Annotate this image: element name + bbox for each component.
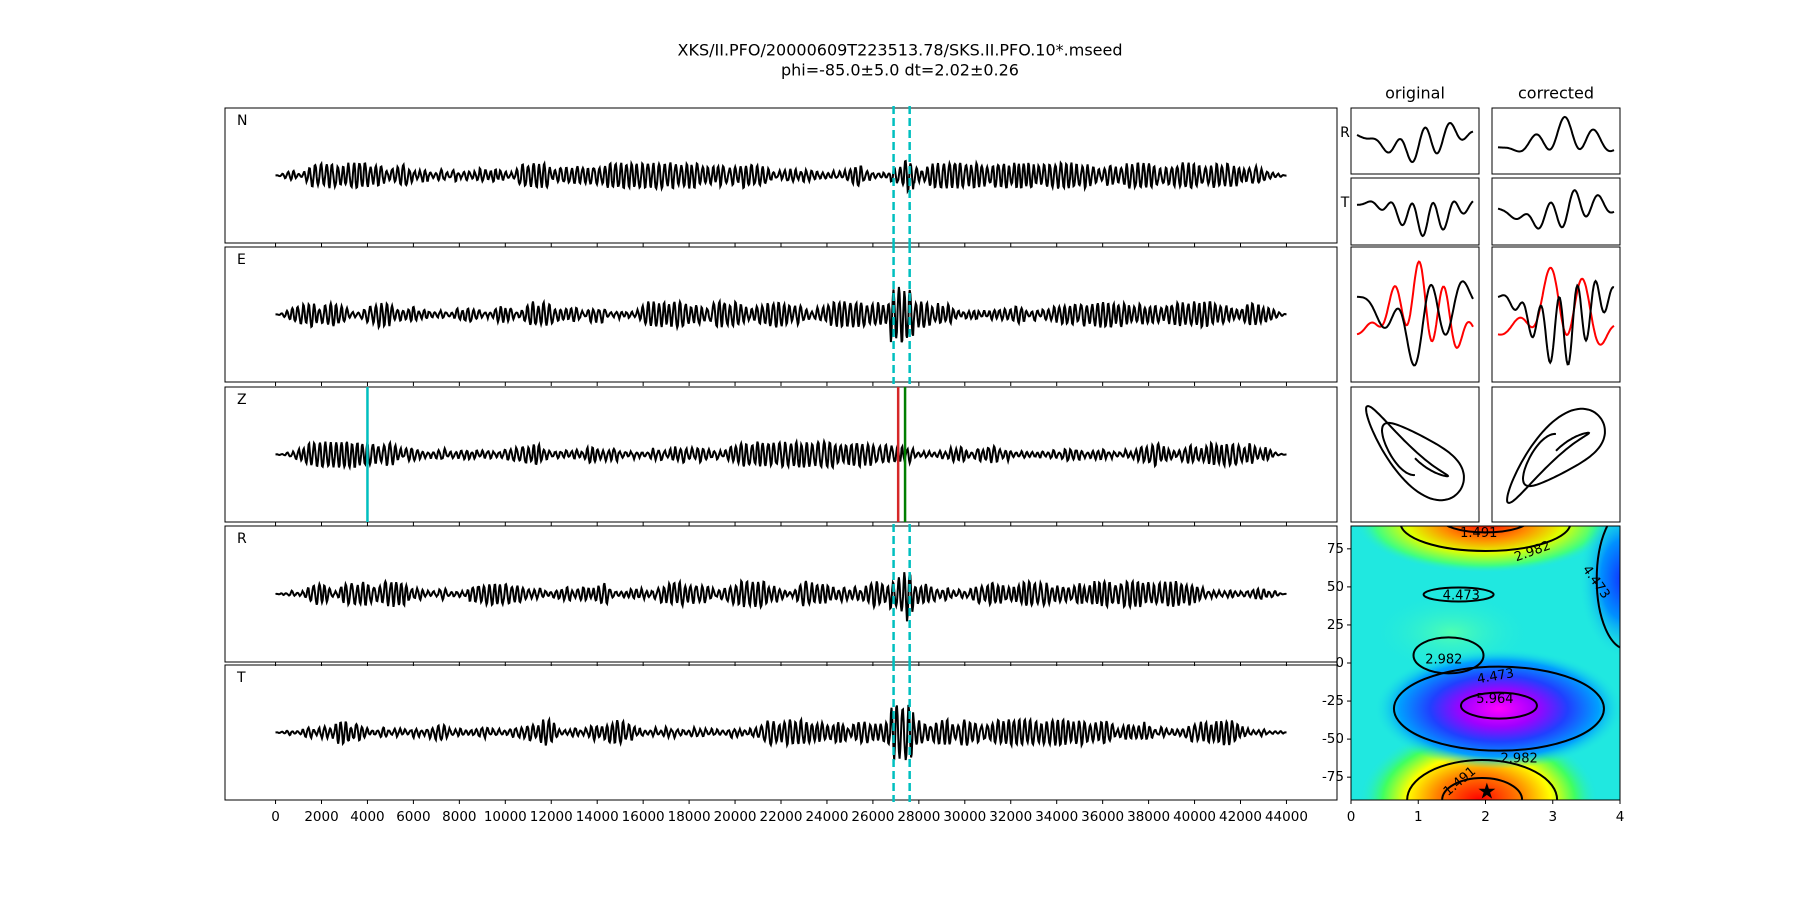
x-tick-label: 14000 <box>576 809 619 825</box>
contour-label: 1.491 <box>1460 526 1497 541</box>
x-tick-label: 40000 <box>1173 809 1216 825</box>
x-tick-label: 10000 <box>484 809 527 825</box>
particle-frame <box>1491 246 1621 383</box>
particle-frame <box>1350 177 1480 246</box>
contour-fill <box>1578 526 1620 660</box>
x-tick-label: 4000 <box>350 809 384 825</box>
panel-label: T <box>236 670 246 686</box>
x-tick-label: 22000 <box>760 809 803 825</box>
x-tick-label: 24000 <box>805 809 848 825</box>
trace <box>1356 280 1474 367</box>
x-tick-label: 38000 <box>1127 809 1170 825</box>
contour-line <box>1406 759 1559 800</box>
contour-label: 2.982 <box>1425 652 1462 667</box>
trace <box>1497 115 1615 153</box>
contour-line <box>1459 691 1538 720</box>
panel-label: N <box>237 113 247 129</box>
particle-frame <box>1491 177 1621 246</box>
contour-field <box>1351 526 1620 800</box>
contour-line <box>1422 586 1495 603</box>
x-tick-label: 26000 <box>851 809 894 825</box>
x-tick-label: 28000 <box>897 809 940 825</box>
x-tick-label: 4 <box>1616 809 1625 825</box>
y-tick-label: 0 <box>1335 655 1344 671</box>
trace <box>1497 279 1615 366</box>
particle-frame <box>1350 386 1480 523</box>
contour-label: 5.964 <box>1476 692 1513 707</box>
x-tick-label: 20000 <box>714 809 757 825</box>
x-tick-label: 36000 <box>1081 809 1124 825</box>
contour-line <box>1392 665 1605 752</box>
y-tick-label: -50 <box>1322 731 1344 747</box>
contour-fill <box>1355 526 1616 573</box>
waveform-trace <box>275 286 1287 343</box>
x-tick-label: 12000 <box>530 809 573 825</box>
waveform-trace <box>275 572 1287 622</box>
x-tick-label: 16000 <box>622 809 665 825</box>
x-tick-label: 34000 <box>1035 809 1078 825</box>
particle-motion <box>1506 407 1606 504</box>
panel-label: R <box>237 531 247 547</box>
waveform-trace <box>275 437 1287 471</box>
y-tick-label: -75 <box>1322 769 1344 785</box>
y-tick-label: -25 <box>1322 693 1344 709</box>
waveform-trace <box>275 704 1287 761</box>
x-tick-label: 32000 <box>989 809 1032 825</box>
column-header: corrected <box>1518 84 1594 103</box>
contour-line <box>1441 777 1524 800</box>
x-tick-label: 18000 <box>668 809 711 825</box>
panel-label: Z <box>237 392 247 408</box>
y-tick-label: 50 <box>1327 579 1344 595</box>
waveform-trace <box>275 159 1287 195</box>
panel-label: E <box>237 252 246 268</box>
x-tick-label: 6000 <box>396 809 430 825</box>
x-tick-label: 44000 <box>1265 809 1308 825</box>
contour-line <box>1399 526 1572 552</box>
title-line: XKS/II.PFO/20000609T223513.78/SKS.II.PFO… <box>678 41 1123 60</box>
trace <box>1497 266 1615 346</box>
row-label: R <box>1340 125 1350 141</box>
best-fit-star: ★ <box>1477 779 1497 804</box>
y-tick-label: 25 <box>1327 617 1344 633</box>
x-tick-label: 0 <box>271 809 280 825</box>
contour-line <box>1445 526 1526 534</box>
particle-frame <box>1350 107 1480 175</box>
particle-frame <box>1491 107 1621 175</box>
title-line: phi=-85.0±5.0 dt=2.02±0.26 <box>781 61 1019 80</box>
trace <box>1356 121 1474 164</box>
contour-label: 4.473 <box>1443 589 1480 604</box>
x-tick-label: 1 <box>1414 809 1423 825</box>
contour-line <box>1595 526 1620 649</box>
column-header: original <box>1385 84 1445 103</box>
row-label: T <box>1340 195 1350 211</box>
contour-label: 2.982 <box>1501 751 1538 766</box>
contour-fill <box>1373 648 1620 769</box>
x-tick-label: 3 <box>1548 809 1557 825</box>
x-tick-label: 0 <box>1347 809 1356 825</box>
x-tick-label: 2 <box>1481 809 1490 825</box>
particle-frame <box>1491 386 1621 523</box>
particle-frame <box>1350 246 1480 383</box>
x-tick-label: 30000 <box>943 809 986 825</box>
x-tick-label: 42000 <box>1219 809 1262 825</box>
x-tick-label: 2000 <box>304 809 338 825</box>
contour-line <box>1412 636 1485 675</box>
x-tick-label: 8000 <box>442 809 476 825</box>
trace <box>1497 189 1615 230</box>
trace <box>1356 200 1474 238</box>
trace <box>1356 260 1474 349</box>
contour-label: 4.473 <box>1476 666 1515 687</box>
particle-motion <box>1365 405 1465 502</box>
y-tick-label: 75 <box>1327 541 1344 557</box>
